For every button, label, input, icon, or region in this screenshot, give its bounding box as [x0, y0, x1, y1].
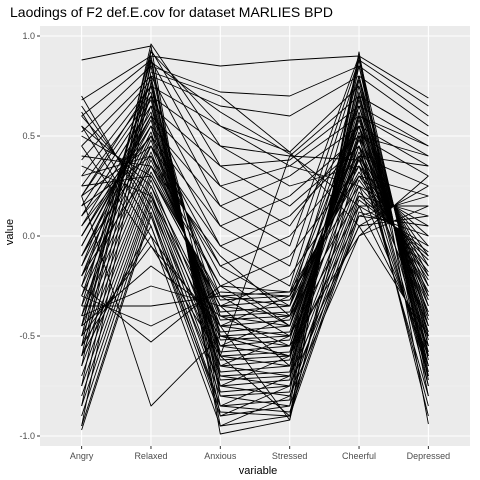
series-lines	[81, 43, 429, 435]
x-axis-label: variable	[239, 465, 278, 477]
series-line-33	[81, 215, 429, 431]
series-line-81	[81, 115, 429, 367]
series-line-40	[81, 115, 429, 327]
series-line-12	[81, 111, 429, 361]
series-line-72	[81, 43, 429, 367]
series-line-64	[81, 115, 429, 367]
series-line-77	[81, 85, 429, 397]
x-tick-label: Stressed	[272, 451, 308, 461]
series-line-74	[81, 61, 429, 387]
series-line-60	[81, 111, 429, 407]
series-line-69	[81, 55, 429, 287]
series-line-75	[81, 71, 429, 407]
series-line-37	[81, 155, 429, 327]
y-tick-label: 1.0	[22, 31, 35, 41]
x-tick-label: Cheerful	[342, 451, 376, 461]
series-line-79	[81, 125, 429, 417]
series-line-58	[81, 105, 429, 367]
series-line-34	[81, 215, 429, 417]
x-tick-label: Relaxed	[134, 451, 167, 461]
series-line-80	[81, 125, 429, 377]
y-tick-label: 0.0	[22, 231, 35, 241]
series-line-63	[81, 135, 429, 421]
series-line-59	[81, 95, 429, 387]
y-tick-label: -1.0	[19, 431, 35, 441]
x-tick-label: Depressed	[407, 451, 451, 461]
y-axis-label: value	[4, 219, 16, 245]
y-axis: -1.0 -0.5 0.0 0.5 1.0	[19, 31, 40, 441]
series-line-53	[81, 155, 429, 267]
series-line-56	[81, 125, 429, 327]
series-line-35	[81, 205, 429, 347]
y-tick-label: -0.5	[19, 331, 35, 341]
chart-title: Laodings of F2 def.E.cov for dataset MAR…	[10, 4, 333, 20]
series-line-55	[81, 135, 429, 307]
x-tick-label: Angry	[70, 451, 94, 461]
y-tick-label: 0.5	[22, 131, 35, 141]
series-line-78	[81, 105, 429, 407]
x-tick-label: Anxious	[204, 451, 237, 461]
x-axis: Angry Relaxed Anxious Stressed Cheerful Depre…	[70, 446, 450, 461]
series-line-61	[81, 125, 429, 427]
